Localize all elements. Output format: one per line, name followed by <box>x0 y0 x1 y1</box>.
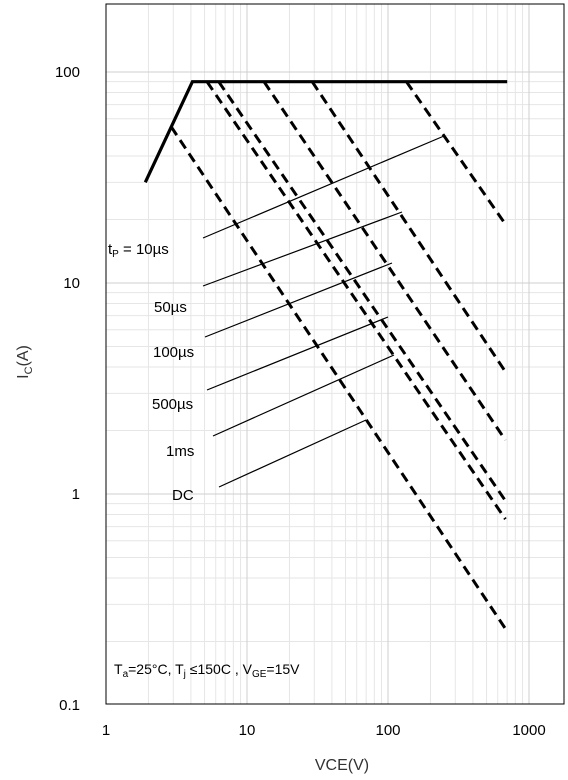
series-label-value: = 10µs <box>119 241 169 258</box>
pulse-width-series-line <box>205 80 507 520</box>
y-tick-label: 10 <box>63 275 80 292</box>
cond-vge-sub: GE <box>252 669 267 680</box>
y-axis-title: IC(A) <box>15 345 35 379</box>
x-tick-label: 10 <box>239 722 256 739</box>
x-tick-label: 1 <box>102 722 110 739</box>
cond-ta-value: =25°C, T <box>128 661 184 677</box>
x-tick-label: 100 <box>375 722 400 739</box>
y-tick-label: 0.1 <box>59 697 80 714</box>
pulse-width-series-line <box>169 125 507 630</box>
series-leader-line <box>218 419 367 488</box>
x-tick-labels: 1 10 100 1000 <box>102 722 546 739</box>
test-conditions-annotation: Ta=25°C, Tj ≤150C , VGE=15V <box>114 661 300 680</box>
y-axis-title-sub: C <box>23 366 35 374</box>
series-leader-line <box>204 262 393 338</box>
series-layer <box>143 80 508 630</box>
cond-tj-sub: j <box>183 669 186 680</box>
cond-vge-value: =15V <box>266 661 300 677</box>
y-tick-label: 1 <box>72 486 80 503</box>
plot-frame <box>105 3 565 705</box>
pulse-width-series-line <box>217 80 507 502</box>
series-label: 100µs <box>153 344 194 361</box>
series-leader-line <box>212 354 395 437</box>
cond-tj-value: ≤150C , V <box>186 661 253 677</box>
cond-ta-sub: a <box>123 669 129 680</box>
pulse-width-series-line <box>310 80 507 373</box>
soa-boundary-line <box>143 80 508 183</box>
series-label: DC <box>172 487 194 504</box>
minor-gridlines <box>106 4 564 704</box>
series-leader-line <box>202 211 403 287</box>
series-label: 1ms <box>166 443 194 460</box>
label-leader-lines <box>202 135 445 488</box>
y-tick-labels: 100 10 1 0.1 <box>55 64 80 714</box>
series-leader-line <box>202 135 445 239</box>
series-label: 500µs <box>152 396 193 413</box>
series-label-symbol: t <box>108 241 113 258</box>
y-axis-title-main: I <box>15 374 32 378</box>
series-label: tP = 10µs <box>108 241 169 260</box>
x-axis-title: VCE(V) <box>315 757 369 774</box>
series-labels: tP = 10µs 50µs 100µs 500µs 1ms DC <box>108 241 194 504</box>
series-label: 50µs <box>154 299 187 316</box>
x-tick-label: 1000 <box>512 722 545 739</box>
cond-ta-symbol: T <box>114 661 123 677</box>
y-tick-label: 100 <box>55 64 80 81</box>
y-axis-title-unit: (A) <box>15 345 32 366</box>
series-leader-line <box>206 316 389 391</box>
series-label-sub: P <box>112 249 119 260</box>
pulse-width-series-line <box>405 80 507 226</box>
pulse-width-series-line <box>262 80 507 441</box>
